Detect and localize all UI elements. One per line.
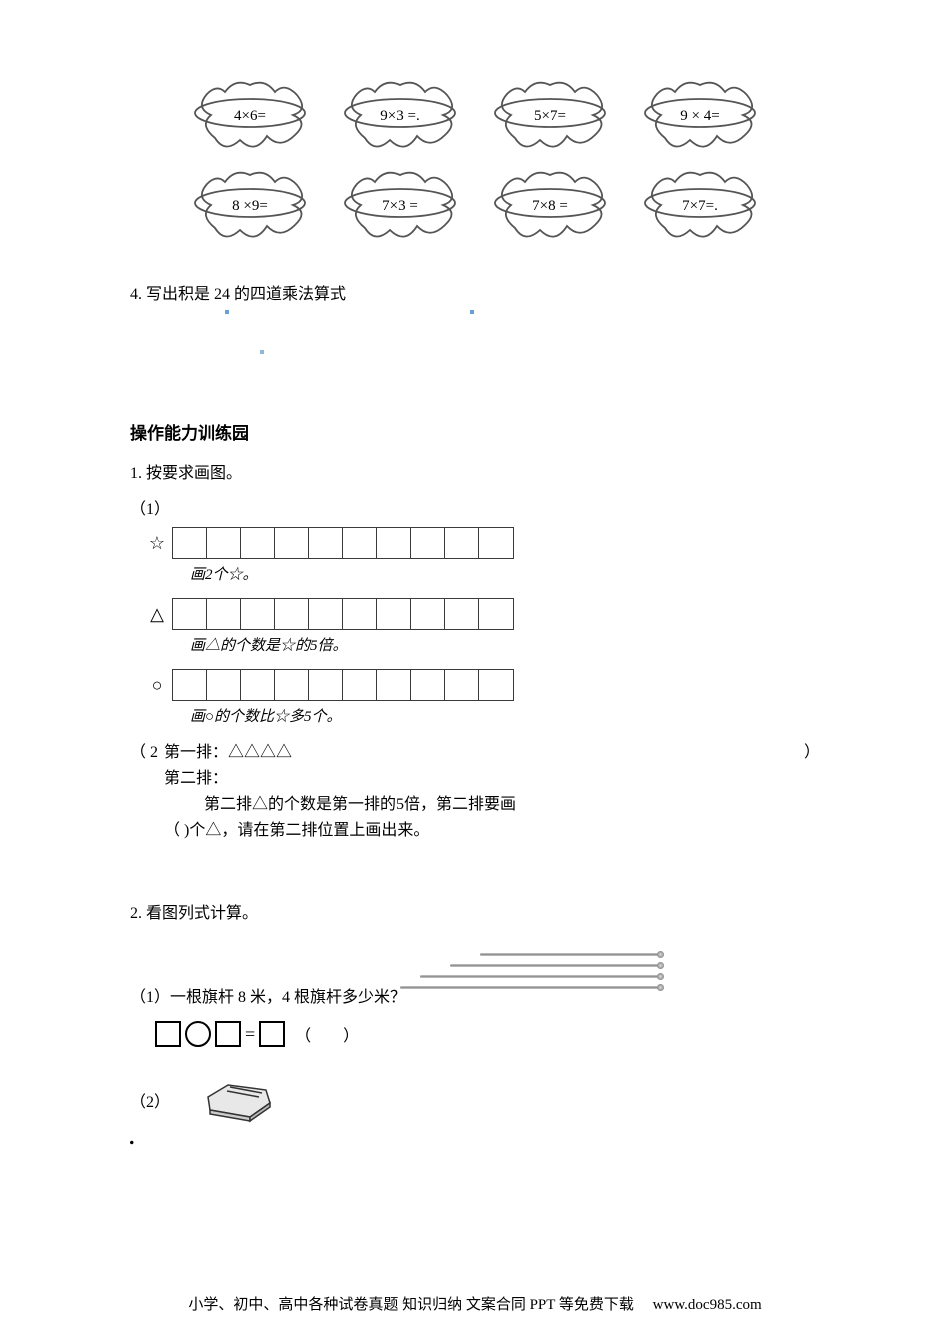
q2-sub2: （2）	[130, 1075, 820, 1125]
flower-row-2: 8 ×9= 7×3 = 7×8 =	[130, 170, 820, 250]
cell	[411, 599, 445, 629]
cell	[445, 599, 479, 629]
box-icon	[155, 1021, 181, 1047]
book-icon	[200, 1075, 280, 1125]
q2-title: 2. 看图列式计算。	[130, 899, 820, 923]
cell	[241, 670, 275, 700]
grid-row-triangle: △	[142, 598, 820, 630]
cell	[241, 599, 275, 629]
cell	[445, 670, 479, 700]
caption-star: 画2个☆。	[190, 563, 820, 584]
cell	[479, 599, 513, 629]
grid-row-star: ☆	[142, 527, 820, 559]
cell	[377, 599, 411, 629]
cell	[411, 670, 445, 700]
flower: 4×6=	[185, 80, 315, 160]
flower-equation: 7×3 =	[382, 198, 418, 215]
cell	[479, 528, 513, 558]
flower: 9 × 4=	[635, 80, 765, 160]
q2-title-text: 2. 看图列式计算。	[130, 905, 258, 922]
cell	[275, 528, 309, 558]
flower: 9×3 =.	[335, 80, 465, 160]
cells	[172, 669, 514, 701]
flower: 8 ×9=	[185, 170, 315, 250]
flower-equation: 9×3 =.	[380, 108, 419, 125]
cell	[207, 599, 241, 629]
flower: 7×7=.	[635, 170, 765, 250]
cell	[445, 528, 479, 558]
cell	[207, 528, 241, 558]
stray-mark	[470, 310, 474, 314]
paren-blank: （ ）	[295, 1022, 359, 1046]
cell	[309, 528, 343, 558]
box-icon	[259, 1021, 285, 1047]
cell	[207, 670, 241, 700]
q1-sub2-left-paren: （ 2	[130, 740, 158, 766]
cell	[241, 528, 275, 558]
cell	[173, 670, 207, 700]
flower: 5×7=	[485, 80, 615, 160]
symbol-circle: ○	[142, 675, 172, 696]
drawing-grid: ☆ 画2个☆。 △ 画△的个数是☆的5倍。 ○ 画○的个数比☆多5个。	[142, 527, 820, 726]
q1-sub2-line3: 第二排△的个数是第一排的5倍，第二排要画	[204, 792, 516, 818]
footer-text: 小学、初中、高中各种试卷真题 知识归纳 文案合同 PPT 等免费下载 www.d…	[0, 1293, 950, 1314]
flower-equation: 9 × 4=	[680, 108, 719, 125]
equation-template: = （ ）	[155, 1021, 820, 1047]
cell	[173, 599, 207, 629]
flower-equation: 8 ×9=	[232, 198, 268, 215]
q1-sub2-line4: （ )个△，请在第二排位置上画出来。	[164, 818, 516, 844]
q1-sub2: （ 2 第一排：△△△△ 第二排： 第二排△的个数是第一排的5倍，第二排要画 （…	[130, 740, 820, 844]
flower-equation: 7×7=.	[682, 198, 718, 215]
symbol-star: ☆	[142, 533, 172, 554]
circle-icon	[185, 1021, 211, 1047]
flagpole-icon	[400, 986, 660, 989]
equals-sign: =	[245, 1024, 255, 1045]
cell	[173, 528, 207, 558]
question-4: 4. 写出积是 24 的四道乘法算式	[130, 280, 820, 304]
flower-grid: 4×6= 9×3 =. 5×7=	[130, 80, 820, 250]
question-2: 2. 看图列式计算。 （1）一根旗杆 8 米，4 根旗杆多少米？ = （ ） .…	[130, 899, 820, 1125]
stray-mark: .	[128, 1130, 136, 1140]
flower-equation: 5×7=	[534, 108, 566, 125]
cell	[479, 670, 513, 700]
cell	[343, 528, 377, 558]
cell	[377, 670, 411, 700]
cell	[377, 528, 411, 558]
q1-sub2-body: 第一排：△△△△ 第二排： 第二排△的个数是第一排的5倍，第二排要画 （ )个△…	[164, 740, 516, 844]
cell	[411, 528, 445, 558]
flagpole-icon	[450, 964, 660, 967]
flagpole-icon	[420, 975, 660, 978]
flower: 7×8 =	[485, 170, 615, 250]
q1-sub2-right-paren: ）	[804, 740, 820, 766]
cell	[343, 670, 377, 700]
cell	[275, 670, 309, 700]
q1-sub1-label: （1）	[130, 495, 820, 519]
caption-triangle: 画△的个数是☆的5倍。	[190, 634, 820, 655]
stray-mark	[225, 310, 229, 314]
flower-row-1: 4×6= 9×3 =. 5×7=	[130, 80, 820, 160]
cell	[275, 599, 309, 629]
flower-equation: 7×8 =	[532, 198, 568, 215]
cell	[309, 670, 343, 700]
flagpoles	[400, 945, 660, 997]
caption-circle: 画○的个数比☆多5个。	[190, 705, 820, 726]
section-title: 操作能力训练园	[130, 419, 820, 444]
cells	[172, 527, 514, 559]
page: 4×6= 9×3 =. 5×7=	[0, 0, 950, 1344]
q1-sub2-line2: 第二排：	[164, 766, 516, 792]
q2-sub2-label: （2）	[130, 1088, 170, 1112]
flower-equation: 4×6=	[234, 108, 266, 125]
cells	[172, 598, 514, 630]
q1-sub2-line1: 第一排：△△△△	[164, 740, 516, 766]
flagpole-icon	[480, 953, 660, 956]
stray-mark	[260, 350, 264, 354]
grid-row-circle: ○	[142, 669, 820, 701]
flower: 7×3 =	[335, 170, 465, 250]
cell	[309, 599, 343, 629]
cell	[343, 599, 377, 629]
box-icon	[215, 1021, 241, 1047]
symbol-triangle: △	[142, 604, 172, 625]
question-1-title: 1. 按要求画图。	[130, 459, 820, 483]
